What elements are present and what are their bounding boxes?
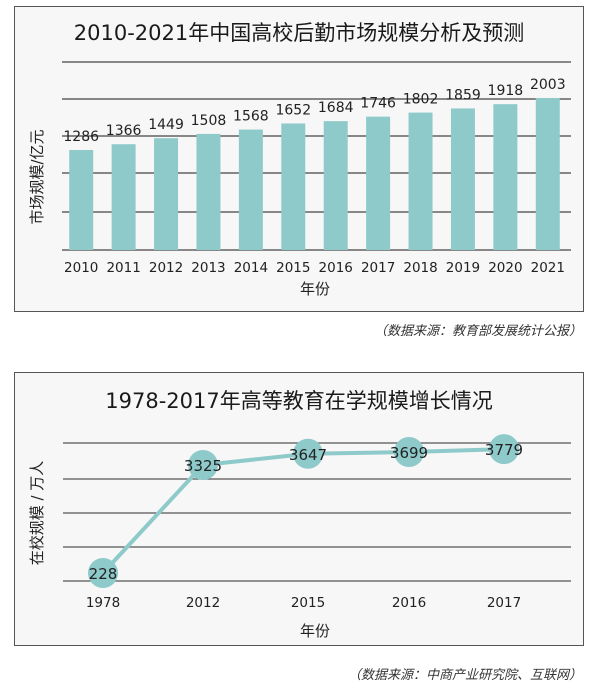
bar bbox=[493, 104, 518, 250]
line-chart-source: （数据来源：中商产业研究院、互联网） bbox=[347, 668, 582, 683]
line-chart-panel: 1978-2017年高等教育在学规模增长情况 228 1978 3325 2012 36… bbox=[14, 372, 584, 646]
bar-value-label: 1859 bbox=[445, 87, 481, 103]
bar-value-label: 1802 bbox=[403, 92, 439, 108]
bar-value-label: 1508 bbox=[191, 113, 227, 129]
bar bbox=[408, 112, 433, 250]
data-point bbox=[489, 434, 519, 465]
x-tick-label: 2020 bbox=[488, 260, 522, 276]
x-tick-label: 2019 bbox=[446, 260, 480, 276]
bar bbox=[238, 129, 263, 250]
x-tick-label: 2015 bbox=[291, 595, 325, 611]
data-point bbox=[88, 558, 118, 588]
x-tick-label: 2014 bbox=[234, 260, 268, 276]
x-tick-label: 2017 bbox=[361, 260, 395, 276]
data-point bbox=[188, 450, 218, 480]
data-point-label: 228 bbox=[89, 565, 118, 583]
x-tick-label: 2012 bbox=[186, 595, 220, 611]
bar bbox=[111, 144, 136, 250]
bar-value-label: 1286 bbox=[63, 129, 99, 145]
x-tick-label: 2017 bbox=[487, 595, 521, 611]
x-tick-label: 1978 bbox=[86, 595, 120, 611]
bar-chart-panel: 2010-2021年中国高校后勤市场规模分析及预测 1286 2010 1366 20… bbox=[14, 6, 584, 312]
bar bbox=[154, 138, 179, 250]
line-chart: 228 1978 3325 2012 3647 2015 3699 2016 3779 2017 年… bbox=[28, 434, 571, 640]
bar-value-label: 2003 bbox=[530, 77, 566, 93]
bar bbox=[366, 116, 391, 251]
y-axis-label: 市场规模/亿元 bbox=[28, 129, 46, 224]
bar bbox=[535, 98, 560, 250]
x-tick-label: 2011 bbox=[106, 260, 140, 276]
bar bbox=[196, 133, 221, 250]
bar bbox=[323, 121, 348, 250]
x-tick-label: 2015 bbox=[276, 260, 310, 276]
x-tick-label: 2021 bbox=[531, 260, 565, 276]
x-axis-label: 年份 bbox=[300, 622, 330, 640]
bar-value-label: 1684 bbox=[318, 100, 354, 116]
data-point-label: 3647 bbox=[289, 446, 327, 464]
x-tick-label: 2012 bbox=[149, 260, 183, 276]
data-point bbox=[394, 436, 424, 467]
x-tick-label: 2018 bbox=[403, 260, 437, 276]
line-chart-title: 1978-2017年高等教育在学规模增长情况 bbox=[105, 389, 493, 413]
y-axis-label: 在校规模 / 万人 bbox=[28, 461, 46, 566]
bar-value-label: 1918 bbox=[488, 83, 524, 99]
data-point bbox=[293, 438, 323, 469]
bar-chart: 1286 2010 1366 2011 1449 2012 1508 2013 1568 2014… bbox=[28, 61, 571, 298]
bar-value-label: 1366 bbox=[106, 123, 142, 139]
x-tick-label: 2016 bbox=[392, 595, 426, 611]
x-tick-label: 2013 bbox=[191, 260, 225, 276]
bar-value-label: 1746 bbox=[360, 96, 396, 112]
bar bbox=[281, 123, 306, 250]
bar bbox=[69, 150, 94, 250]
data-point-label: 3779 bbox=[485, 441, 523, 459]
bar-chart-title: 2010-2021年中国高校后勤市场规模分析及预测 bbox=[73, 21, 525, 45]
x-tick-label: 2010 bbox=[64, 260, 98, 276]
bar-value-label: 1449 bbox=[148, 117, 184, 133]
x-tick-label: 2016 bbox=[319, 260, 353, 276]
bar-chart-source: （数据来源：教育部发展统计公报） bbox=[373, 324, 582, 339]
bar bbox=[450, 108, 475, 250]
data-point-label: 3699 bbox=[390, 444, 428, 462]
data-point-label: 3325 bbox=[184, 457, 222, 475]
bar-value-label: 1652 bbox=[275, 102, 311, 118]
bar-value-label: 1568 bbox=[233, 109, 269, 125]
x-axis-label: 年份 bbox=[300, 280, 330, 298]
